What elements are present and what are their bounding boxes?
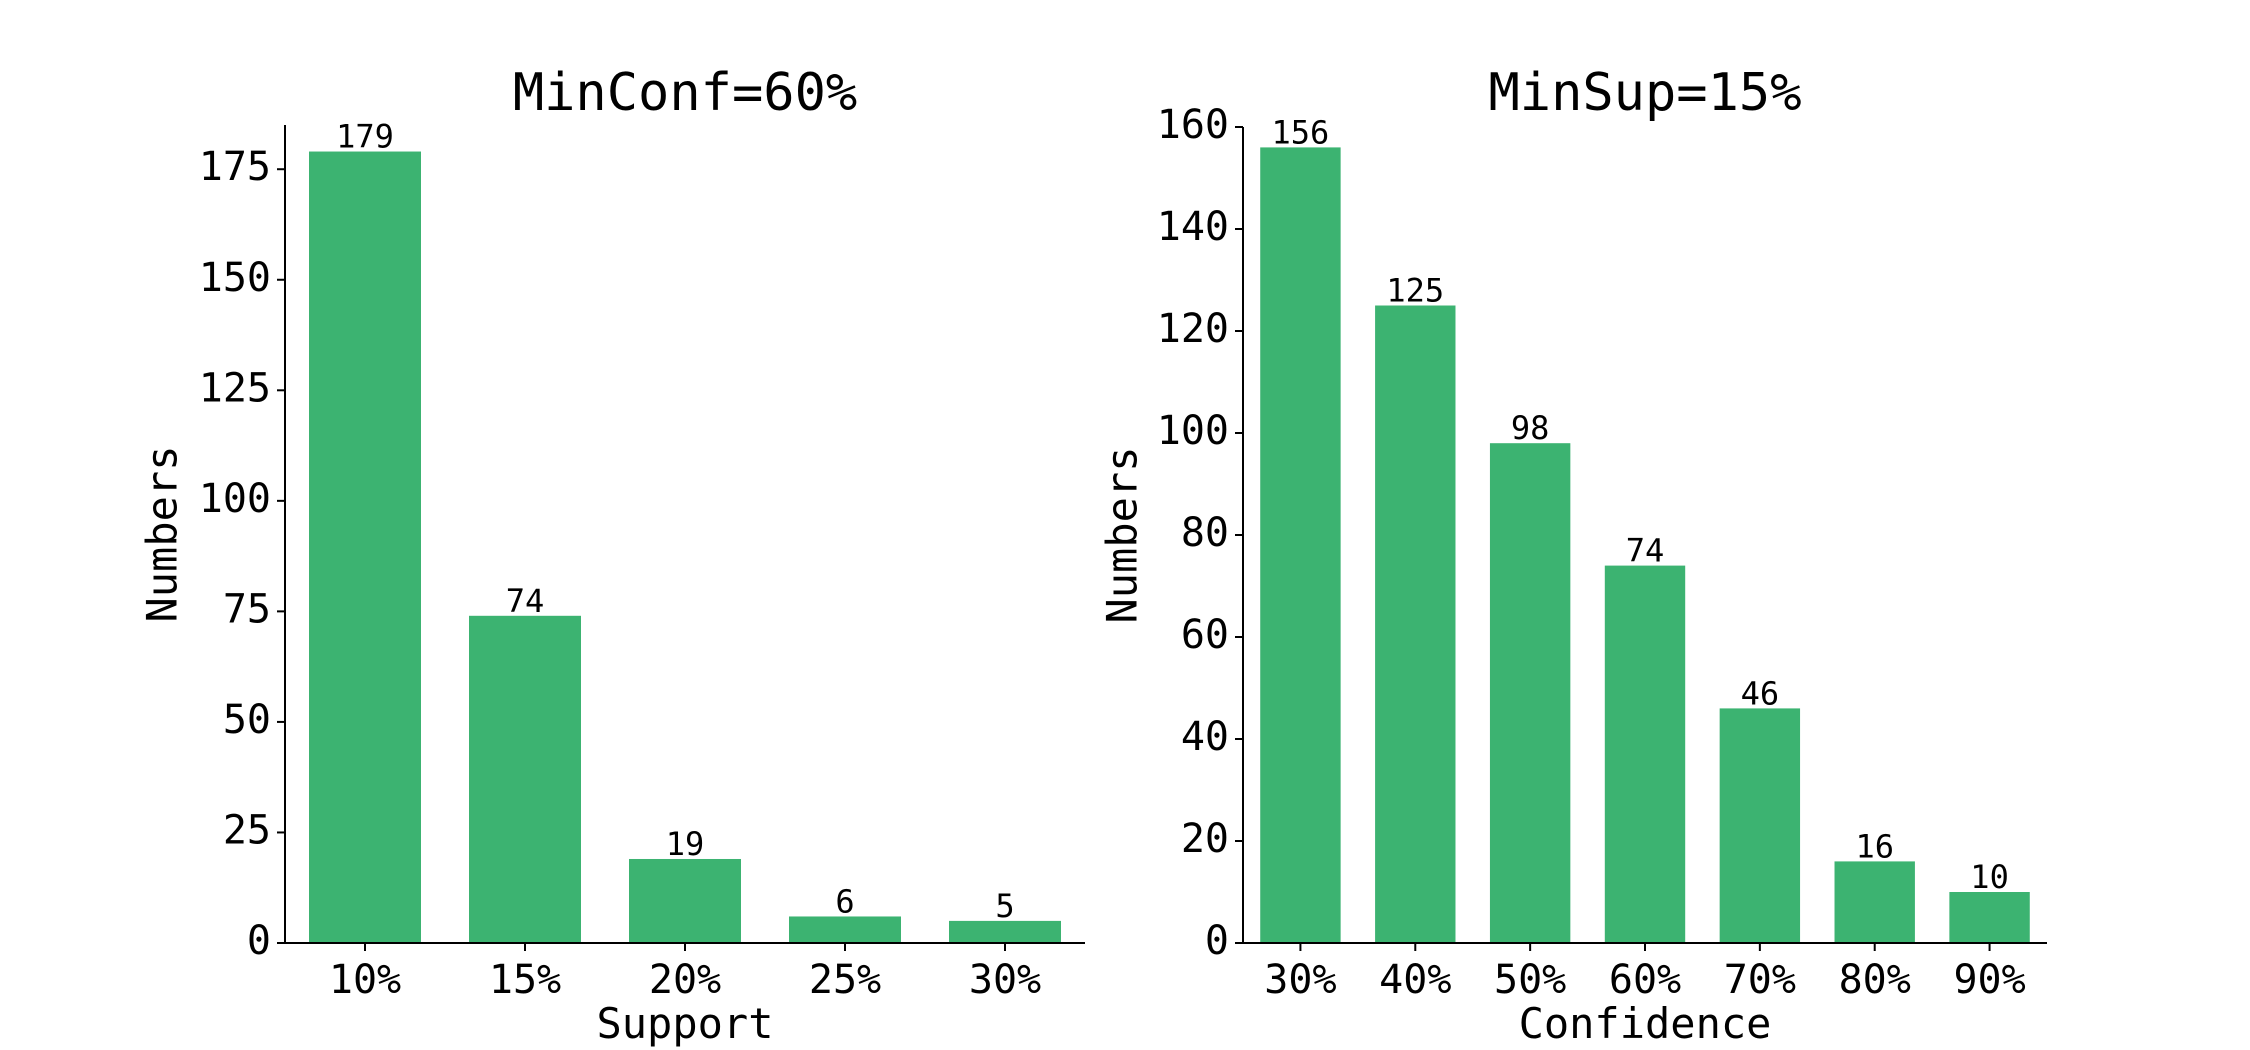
data-label: 46 — [1741, 674, 1780, 712]
y-tick-label: 160 — [1157, 102, 1229, 148]
bar-20pct — [629, 858, 741, 943]
x-tick-label: 20% — [649, 957, 721, 1003]
bar-40pct — [1375, 305, 1456, 943]
data-label: 98 — [1511, 409, 1550, 447]
chart-title: MinSup=15% — [1488, 63, 1801, 123]
y-axis-label: Numbers — [138, 445, 187, 622]
y-tick-label: 100 — [1157, 408, 1229, 454]
data-label: 125 — [1386, 272, 1444, 310]
x-tick-label: 90% — [1953, 957, 2025, 1003]
y-tick-label: 140 — [1157, 204, 1229, 250]
x-axis-label: Confidence — [1519, 999, 1772, 1048]
data-label: 74 — [506, 582, 545, 620]
y-tick-label: 40 — [1181, 714, 1229, 760]
bar-30pct — [1260, 147, 1341, 943]
chart-title: MinConf=60% — [513, 63, 857, 123]
data-label: 19 — [666, 825, 705, 863]
data-label: 10 — [1970, 858, 2009, 896]
bar-15pct — [469, 615, 581, 943]
y-tick-label: 20 — [1181, 816, 1229, 862]
x-tick-label: 25% — [809, 957, 881, 1003]
bar-10pct — [309, 151, 421, 943]
bar-25pct — [789, 916, 901, 943]
y-tick-label: 0 — [247, 918, 271, 964]
x-axis-label: Support — [596, 999, 773, 1048]
x-tick-label: 30% — [1264, 957, 1336, 1003]
y-tick-label: 75 — [223, 586, 271, 632]
y-tick-label: 25 — [223, 807, 271, 853]
y-tick-label: 0 — [1205, 918, 1229, 964]
x-tick-label: 70% — [1724, 957, 1796, 1003]
data-label: 156 — [1272, 113, 1330, 151]
y-tick-label: 60 — [1181, 612, 1229, 658]
x-tick-label: 10% — [329, 957, 401, 1003]
data-label: 5 — [995, 887, 1014, 925]
y-axis-label: Numbers — [1098, 446, 1147, 623]
bar-80pct — [1834, 861, 1915, 943]
data-label: 6 — [835, 882, 854, 920]
x-tick-label: 15% — [489, 957, 561, 1003]
bar-60pct — [1604, 565, 1686, 943]
x-tick-label: 60% — [1609, 957, 1681, 1003]
y-tick-label: 150 — [199, 255, 271, 301]
chart-left: MinConf=60% Support Numbers 17910%7415%1… — [138, 63, 1085, 1048]
y-tick-label: 50 — [223, 697, 271, 743]
x-tick-label: 40% — [1379, 957, 1451, 1003]
x-tick-label: 50% — [1494, 957, 1566, 1003]
chart-marks: 156 30% 125 40% 98 50% 74 60% 46 70% 16 80% 10 90% 0 20… — [1157, 102, 2047, 1003]
bar-50pct — [1489, 443, 1571, 943]
y-tick-label: 100 — [199, 476, 271, 522]
chart-right: MinSup=15% Confidence Numbers 156 30% 125 4… — [1098, 63, 2047, 1048]
data-label: 74 — [1626, 532, 1665, 570]
data-label: 16 — [1855, 827, 1894, 865]
bar-90pct — [1949, 892, 2030, 943]
bar-70pct — [1719, 708, 1801, 943]
bar-30pct — [949, 920, 1061, 943]
x-tick-label: 30% — [969, 957, 1041, 1003]
chart-marks: 179 10% 74 15% 19 20% 6 25% 5 30% 0 25 50 75 100 125 150… — [199, 118, 1085, 1003]
y-tick-label: 120 — [1157, 306, 1229, 352]
y-tick-label: 80 — [1181, 510, 1229, 556]
y-tick-label: 175 — [199, 144, 271, 190]
y-tick-label: 125 — [199, 365, 271, 411]
data-label: 179 — [336, 118, 394, 156]
x-tick-label: 80% — [1839, 957, 1911, 1003]
